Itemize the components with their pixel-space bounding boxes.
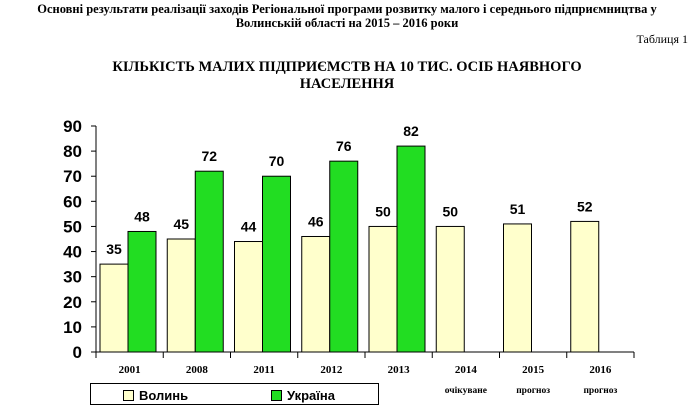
y-tick-label: 30: [63, 268, 82, 287]
document-title-line-1: Основні результати реалізації заходів Ре…: [37, 2, 657, 16]
legend-label-volyn: Волинь: [139, 387, 189, 403]
data-label-volyn: 44: [241, 219, 257, 235]
data-label-ukraine: 76: [336, 138, 352, 154]
bar-volyn: [166, 238, 196, 353]
bar-volyn: [99, 263, 129, 353]
x-tick-label: 2014: [455, 364, 478, 376]
table-label: Таблиця 1: [636, 32, 688, 46]
bar-volyn: [234, 241, 263, 353]
x-category-note: прогноз: [516, 386, 550, 396]
bar-ukraine: [127, 230, 157, 353]
y-tick-label: 90: [63, 117, 82, 136]
legend-item-ukraine: Україна: [271, 387, 335, 403]
x-category-note: прогноз: [583, 386, 617, 396]
x-tick-label: 2011: [253, 364, 274, 376]
data-label-volyn: 45: [173, 216, 189, 232]
legend-swatch-volyn: [123, 389, 134, 401]
bar-ukraine: [329, 160, 359, 353]
bar-volyn: [368, 225, 398, 353]
bar-ukraine: [194, 170, 224, 353]
chart-title-line-1: КІЛЬКІСТЬ МАЛИХ ПІДПРИЄМСТВ НА 10 ТИС. О…: [112, 59, 582, 75]
x-tick-label: 2008: [186, 364, 209, 376]
x-tick-label: 2001: [119, 364, 141, 376]
chart-title: КІЛЬКІСТЬ МАЛИХ ПІДПРИЄМСТВ НА 10 ТИС. О…: [0, 59, 694, 93]
x-tick-label: 2015: [522, 364, 545, 376]
bar-volyn: [503, 223, 532, 353]
data-label-volyn: 50: [375, 203, 391, 219]
bar-volyn: [570, 220, 600, 353]
legend: Волинь Україна: [90, 383, 379, 405]
data-label-volyn: 50: [442, 203, 458, 219]
data-label-ukraine: 72: [201, 148, 217, 164]
legend-label-ukraine: Україна: [287, 387, 336, 403]
y-tick-label: 50: [63, 217, 82, 236]
bar-ukraine: [396, 145, 426, 353]
legend-item-volyn: Волинь: [123, 387, 188, 403]
x-tick-label: 2013: [388, 364, 411, 376]
legend-swatch-ukraine: [271, 389, 282, 401]
data-label-ukraine: 70: [269, 153, 285, 169]
bar-ukraine: [262, 175, 291, 353]
y-tick-label: 70: [63, 167, 82, 186]
data-label-volyn: 52: [577, 198, 593, 214]
y-tick-label: 60: [63, 192, 82, 211]
data-label-volyn: 35: [106, 241, 122, 257]
document-title: Основні результати реалізації заходів Ре…: [0, 2, 694, 30]
y-tick-label: 40: [63, 243, 82, 262]
x-tick-label: 2016: [589, 364, 612, 376]
data-label-ukraine: 48: [134, 208, 150, 224]
bar-volyn: [435, 225, 465, 353]
y-tick-label: 0: [73, 343, 82, 362]
bar-volyn: [301, 235, 331, 353]
chart-title-line-2: НАСЕЛЕННЯ: [299, 76, 395, 92]
x-category-note: очікуване: [445, 385, 487, 396]
y-tick-label: 20: [63, 293, 82, 312]
data-label-volyn: 46: [308, 213, 324, 229]
data-label-volyn: 51: [510, 201, 526, 217]
y-tick-label: 80: [63, 142, 82, 161]
y-tick-label: 10: [63, 318, 82, 337]
data-label-ukraine: 82: [403, 123, 419, 139]
document-title-line-2: Волинській області на 2015 – 2016 роки: [235, 16, 459, 30]
x-tick-label: 2012: [320, 364, 343, 376]
